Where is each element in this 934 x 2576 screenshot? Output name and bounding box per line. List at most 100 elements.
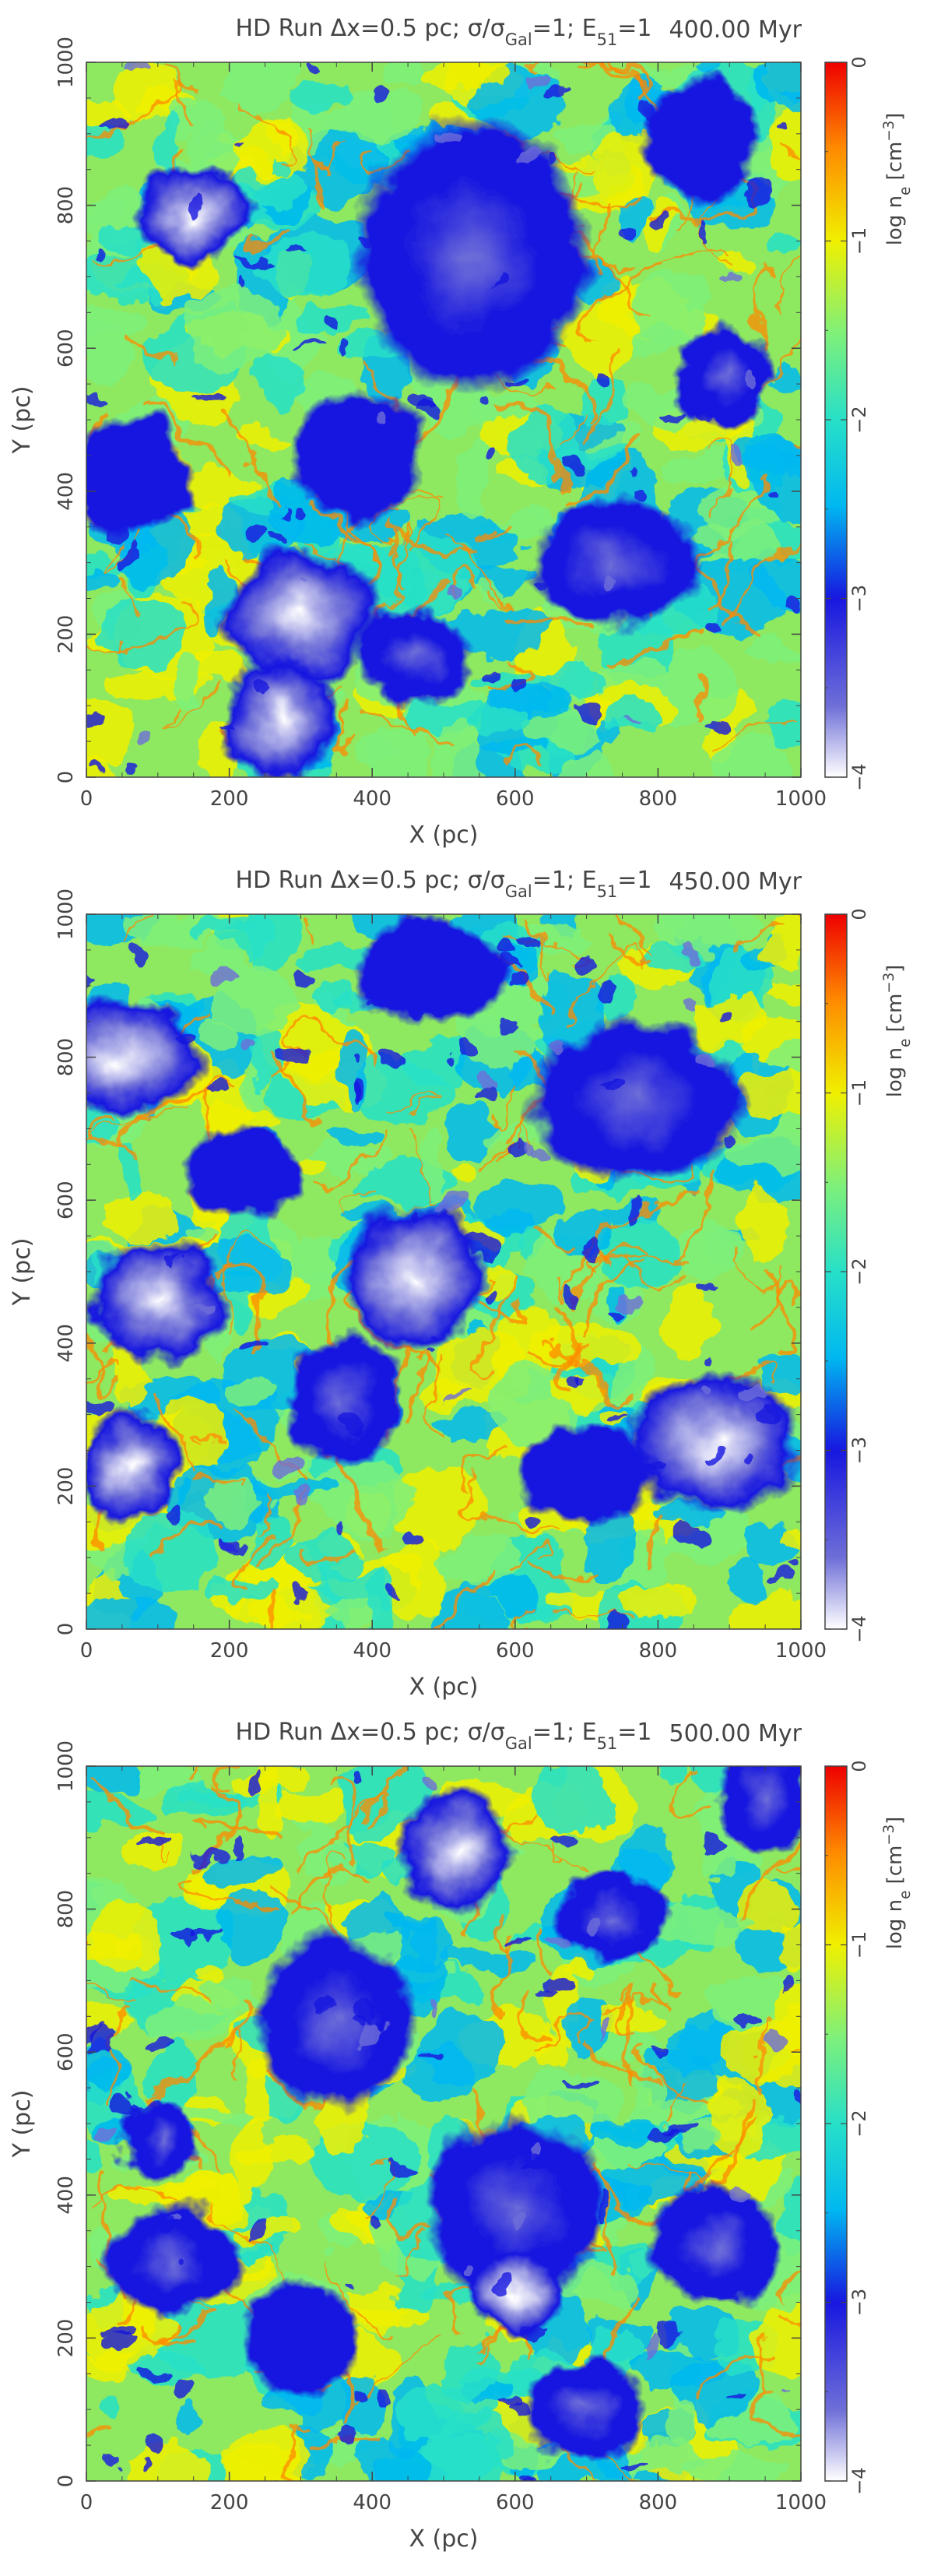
y-tick-label: 200 <box>54 1467 78 1506</box>
x-tick-label: 1000 <box>775 1639 827 1663</box>
colorbar-tick-label: −3 <box>848 585 870 612</box>
low-density-bubble <box>349 914 510 1030</box>
low-density-bubble <box>287 389 428 522</box>
low-density-bubble <box>86 997 202 1118</box>
density-field <box>86 914 801 1629</box>
y-axis-label: Y (pc) <box>9 386 36 455</box>
colorbar-tick-label: −4 <box>848 763 870 790</box>
panel-title: HD Run Δx=0.5 pc; σ/σGal=1; E51=1 <box>235 1719 651 1753</box>
time-label: 500.00 Myr <box>669 1720 802 1747</box>
low-density-bubble <box>355 604 476 708</box>
x-tick-label: 600 <box>496 787 535 811</box>
axis-ticks: 0 200 400 600 800 1000 0 200 400 600 800 1000 <box>54 37 827 811</box>
low-density-bubble <box>398 1790 518 1914</box>
x-tick-label: 600 <box>496 1639 535 1663</box>
colorbar: −4 −3 −2 −1 0 log ne [cm−3] <box>824 1760 914 2495</box>
colorbar-tick-label: −1 <box>848 227 870 255</box>
x-tick-label: 0 <box>80 787 93 811</box>
x-tick-label: 0 <box>80 1639 93 1663</box>
colorbar-label: log ne [cm−3] <box>881 965 914 1098</box>
density-field <box>86 62 801 777</box>
y-tick-label: 200 <box>54 2319 78 2358</box>
y-tick-label: 400 <box>54 2176 78 2215</box>
x-tick-label: 800 <box>639 1639 678 1663</box>
axis-ticks: 0 200 400 600 800 1000 0 200 400 600 800 1000 <box>54 889 827 1663</box>
panel-title: HD Run Δx=0.5 pc; σ/σGal=1; E51=1 <box>235 15 651 49</box>
low-density-bubble <box>102 2201 243 2318</box>
low-density-bubble <box>644 2184 785 2307</box>
colorbar-tick-label: −1 <box>848 1079 870 1107</box>
low-density-bubble <box>625 1372 801 1515</box>
low-density-bubble <box>86 1406 180 1523</box>
y-tick-label: 1000 <box>54 1740 78 1792</box>
colorbar-tick-label: −3 <box>848 2289 870 2316</box>
low-density-bubble <box>118 2094 198 2182</box>
x-axis-label: X (pc) <box>409 1673 478 1701</box>
low-density-bubble <box>183 1123 304 1220</box>
colorbar-tick-label: −2 <box>848 2110 870 2137</box>
x-tick-label: 200 <box>210 1639 249 1663</box>
panel-title: HD Run Δx=0.5 pc; σ/σGal=1; E51=1 <box>235 867 651 901</box>
colorbar: −4 −3 −2 −1 0 log ne [cm−3] <box>824 908 914 1643</box>
time-label: 400.00 Myr <box>669 16 802 44</box>
low-density-bubble <box>241 2279 361 2397</box>
low-density-bubble <box>87 1236 228 1365</box>
y-axis-label: Y (pc) <box>9 1238 36 1307</box>
y-tick-label: 600 <box>54 1181 78 1219</box>
y-tick-label: 800 <box>54 1890 78 1929</box>
y-axis-label: Y (pc) <box>9 2090 36 2159</box>
x-tick-label: 800 <box>639 787 678 811</box>
low-density-bubble <box>256 1930 417 2117</box>
y-tick-label: 600 <box>54 2032 78 2071</box>
x-axis-label: X (pc) <box>409 822 478 849</box>
x-tick-label: 400 <box>353 1639 392 1663</box>
low-density-bubble <box>283 1332 404 1468</box>
low-density-bubble <box>219 653 339 777</box>
low-density-bubble <box>715 1766 801 1854</box>
y-tick-label: 0 <box>54 771 78 784</box>
low-density-bubble <box>672 322 773 431</box>
x-tick-label: 200 <box>210 787 249 811</box>
y-tick-label: 0 <box>54 2475 78 2488</box>
y-tick-label: 1000 <box>54 37 78 88</box>
x-tick-label: 1000 <box>775 787 827 811</box>
low-density-bubble <box>641 77 761 205</box>
colorbar-tick-label: 0 <box>848 56 870 68</box>
axis-ticks: 0 200 400 600 800 1000 0 200 400 600 800 1000 <box>54 1740 827 2514</box>
colorbar: −4 −3 −2 −1 0 log ne [cm−3] <box>824 56 914 791</box>
colorbar-tick-label: −1 <box>848 1931 870 1958</box>
low-density-bubble <box>133 160 254 264</box>
y-tick-label: 200 <box>54 615 78 654</box>
x-tick-label: 0 <box>80 2491 93 2514</box>
y-tick-label: 400 <box>54 472 78 511</box>
time-label: 450.00 Myr <box>669 868 802 896</box>
low-density-bubble <box>555 1872 676 1960</box>
x-tick-label: 400 <box>353 787 392 811</box>
y-tick-label: 600 <box>54 329 78 368</box>
low-density-bubble <box>465 2248 566 2342</box>
colorbar-tick-label: 0 <box>848 908 870 920</box>
low-density-bubble <box>425 2113 606 2306</box>
colorbar-tick-label: −3 <box>848 1437 870 1464</box>
colorbar-tick-label: −4 <box>848 2467 870 2494</box>
low-density-bubble <box>526 1016 747 1184</box>
low-density-bubble <box>86 412 190 542</box>
panel-2: HD Run Δx=0.5 pc; σ/σGal=1; E51=1 450.00 … <box>9 867 914 1701</box>
y-tick-label: 0 <box>54 1623 78 1636</box>
colorbar-tick-label: −4 <box>848 1615 870 1642</box>
panel-1: HD Run Δx=0.5 pc; σ/σGal=1; E51=1 400.00 … <box>9 15 914 849</box>
x-tick-label: 1000 <box>775 2491 827 2514</box>
panel-3: HD Run Δx=0.5 pc; σ/σGal=1; E51=1 500.00 … <box>9 1719 914 2553</box>
x-tick-label: 600 <box>496 2491 535 2514</box>
x-axis-label: X (pc) <box>409 2525 478 2553</box>
x-tick-label: 200 <box>210 2491 249 2514</box>
y-tick-label: 1000 <box>54 889 78 940</box>
colorbar-label: log ne [cm−3] <box>881 1817 914 1950</box>
y-tick-label: 800 <box>54 186 78 225</box>
low-density-bubble <box>220 547 381 678</box>
colorbar-tick-label: −2 <box>848 1258 870 1285</box>
colorbar-tick-label: −2 <box>848 406 870 433</box>
low-density-bubble <box>352 114 592 396</box>
low-density-bubble <box>345 1200 486 1357</box>
